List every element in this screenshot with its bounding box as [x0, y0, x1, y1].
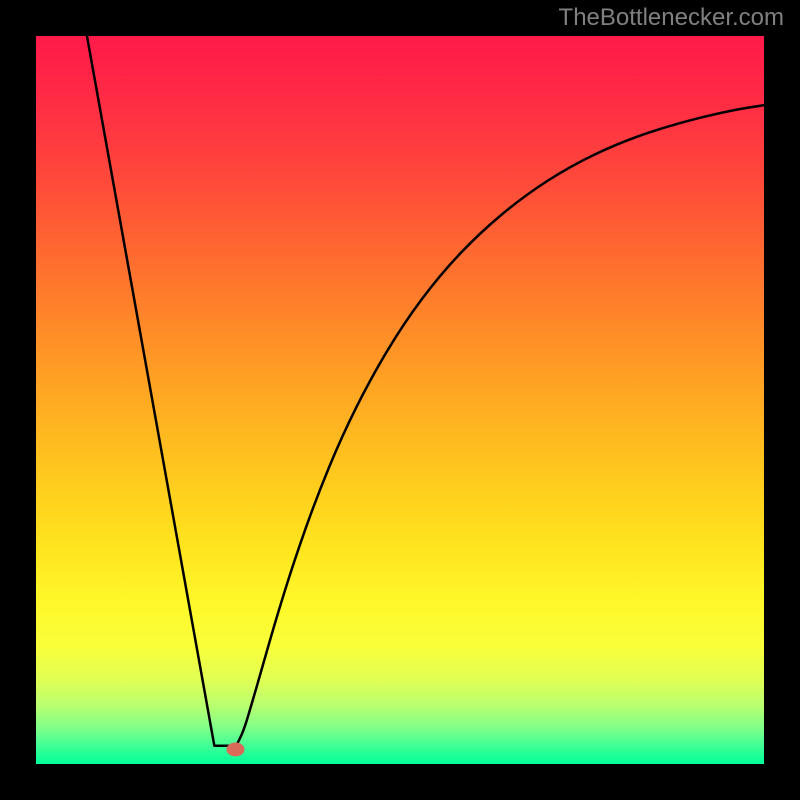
optimal-point-marker [226, 742, 244, 756]
chart-svg [0, 0, 800, 800]
plot-background [36, 36, 764, 764]
watermark-text: TheBottlenecker.com [559, 4, 784, 32]
chart-container: TheBottlenecker.com [0, 0, 800, 800]
